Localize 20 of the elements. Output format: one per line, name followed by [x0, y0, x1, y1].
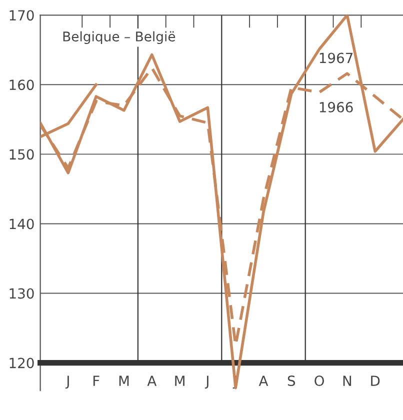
- x-tick-label: A: [147, 376, 157, 386]
- x-tick-label: M: [175, 376, 184, 386]
- x-tick-label: O: [314, 376, 324, 386]
- y-tick-label: 150: [10, 149, 34, 160]
- x-tick-label: M: [119, 376, 129, 386]
- x-tick-label: A: [258, 376, 268, 386]
- annotation: Belgique – België: [63, 31, 176, 44]
- x-tick-label: J: [65, 376, 69, 389]
- series-label: 1966: [320, 102, 353, 112]
- x-tick-label: J: [204, 376, 208, 389]
- x-tick-label: N: [343, 376, 352, 386]
- x-tick-label: F: [93, 376, 100, 386]
- y-tick-label: 170: [10, 10, 34, 21]
- y-tick-label: 130: [10, 288, 34, 299]
- y-tick-label: 140: [10, 218, 34, 230]
- series-label: 1967: [320, 52, 352, 64]
- y-tick-label: 120: [10, 358, 34, 368]
- y-tick-label: 160: [10, 80, 34, 90]
- x-tick-label: S: [288, 376, 296, 386]
- x-tick-label: D: [371, 376, 380, 386]
